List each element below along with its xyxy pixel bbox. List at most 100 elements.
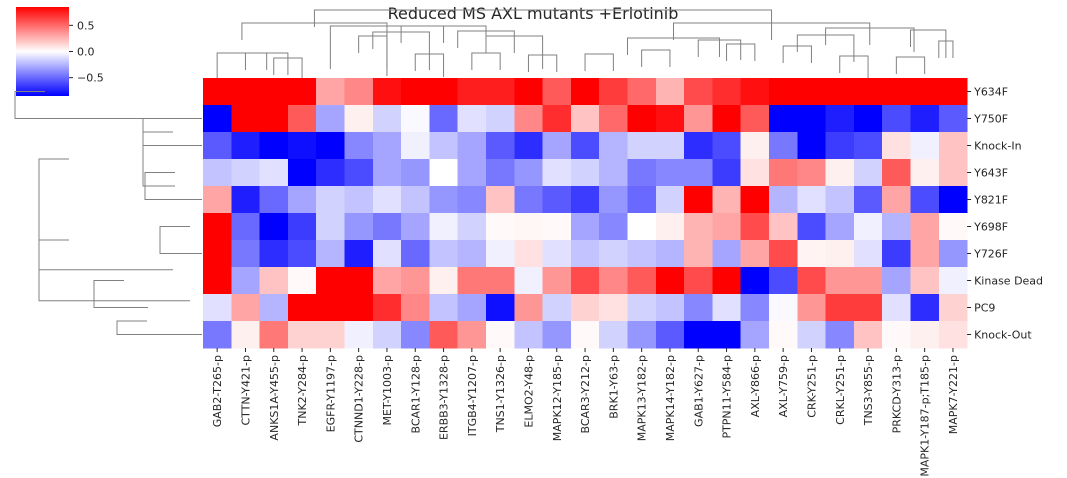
heatmap-cell bbox=[599, 294, 629, 322]
heatmap-cell bbox=[429, 159, 459, 187]
heatmap-cell bbox=[655, 294, 685, 322]
heatmap-cell bbox=[316, 186, 346, 214]
heatmap-cell bbox=[769, 213, 798, 241]
heatmap-cell bbox=[825, 132, 855, 160]
heatmap-cell bbox=[316, 132, 346, 160]
heatmap-cell bbox=[259, 321, 289, 349]
heatmap-cell bbox=[344, 321, 374, 349]
heatmap-cell bbox=[287, 321, 317, 349]
heatmap-cell bbox=[910, 321, 940, 349]
heatmap-cell bbox=[769, 186, 798, 214]
colorbar-gradient bbox=[16, 7, 69, 96]
heatmap-cell bbox=[514, 78, 544, 106]
heatmap-cell bbox=[570, 186, 600, 214]
heatmap-cell bbox=[825, 294, 855, 322]
heatmap-cell bbox=[910, 267, 940, 295]
heatmap-cell bbox=[797, 294, 827, 322]
heatmap-cell bbox=[401, 321, 430, 349]
heatmap-cell bbox=[344, 213, 374, 241]
heatmap-cell bbox=[599, 78, 629, 106]
heatmap-cell bbox=[910, 159, 940, 187]
heatmap-cell bbox=[287, 132, 317, 160]
heatmap-cell bbox=[825, 105, 855, 133]
heatmap-cell bbox=[457, 186, 487, 214]
heatmap-cell bbox=[542, 78, 572, 106]
heatmap-cell bbox=[542, 321, 572, 349]
heatmap-cell bbox=[542, 105, 572, 133]
heatmap-cell bbox=[684, 213, 713, 241]
row-label: Y726F bbox=[973, 248, 1008, 261]
heatmap-cell bbox=[570, 267, 600, 295]
column-label: GAB2-T265-p bbox=[211, 355, 224, 427]
heatmap-cell bbox=[542, 132, 572, 160]
chart-title: Reduced MS AXL mutants +Erlotinib bbox=[388, 4, 679, 23]
heatmap-cell bbox=[401, 240, 430, 268]
heatmap-cell bbox=[825, 213, 855, 241]
column-label: CTNND1-Y228-p bbox=[353, 355, 366, 443]
heatmap-cell bbox=[882, 159, 912, 187]
heatmap-cell bbox=[203, 132, 232, 160]
heatmap-cell bbox=[882, 267, 912, 295]
heatmap-cell bbox=[259, 240, 289, 268]
heatmap-cell bbox=[372, 132, 402, 160]
heatmap-cell bbox=[882, 240, 912, 268]
heatmap-cell bbox=[627, 213, 657, 241]
heatmap-cell bbox=[769, 267, 798, 295]
heatmap-cell bbox=[203, 267, 232, 295]
heatmap-cell bbox=[401, 132, 430, 160]
column-dendrogram-link bbox=[216, 52, 268, 79]
heatmap-cell bbox=[429, 78, 459, 106]
heatmap-cell bbox=[344, 294, 374, 322]
heatmap-cell bbox=[910, 240, 940, 268]
heatmap-cell bbox=[344, 105, 374, 133]
heatmap-cell bbox=[627, 321, 657, 349]
heatmap-cell bbox=[825, 321, 855, 349]
heatmap-cell bbox=[627, 294, 657, 322]
row-dendrogram-link bbox=[38, 239, 190, 302]
colorbar-tick-label: 0.0 bbox=[77, 46, 95, 59]
heatmap-cell bbox=[599, 267, 629, 295]
heatmap-cell bbox=[712, 78, 742, 106]
heatmap-cell bbox=[542, 240, 572, 268]
heatmap-cell bbox=[599, 240, 629, 268]
heatmap-cell bbox=[712, 294, 742, 322]
row-dendrogram bbox=[14, 91, 202, 335]
heatmap-cell bbox=[740, 105, 770, 133]
heatmap-cell bbox=[514, 240, 544, 268]
column-dendrogram-link bbox=[641, 49, 671, 67]
heatmap-cell bbox=[570, 321, 600, 349]
heatmap-cell bbox=[372, 78, 402, 106]
heatmap-cell bbox=[372, 321, 402, 349]
heatmap-cell bbox=[740, 78, 770, 106]
heatmap-cell bbox=[259, 213, 289, 241]
heatmap-cell bbox=[853, 294, 883, 322]
row-label: Kinase Dead bbox=[974, 275, 1043, 288]
heatmap-cell bbox=[882, 78, 912, 106]
heatmap-cell bbox=[231, 159, 261, 187]
heatmap-cell bbox=[769, 321, 798, 349]
heatmap-cell bbox=[882, 294, 912, 322]
heatmap-cell bbox=[655, 78, 685, 106]
heatmap-cell bbox=[316, 213, 346, 241]
heatmap-cell bbox=[684, 294, 713, 322]
heatmap-cell bbox=[712, 132, 742, 160]
heatmap-cell bbox=[684, 240, 713, 268]
heatmap-cell bbox=[429, 321, 459, 349]
heatmap-cell bbox=[542, 294, 572, 322]
heatmap-cell bbox=[740, 294, 770, 322]
heatmap-cell bbox=[684, 267, 713, 295]
heatmap-cell bbox=[287, 159, 317, 187]
heatmap-cell bbox=[627, 132, 657, 160]
heatmap-cell bbox=[684, 78, 713, 106]
heatmap-cell bbox=[853, 240, 883, 268]
heatmap-cell bbox=[599, 132, 629, 160]
heatmap-cell bbox=[910, 294, 940, 322]
row-dendrogram-link bbox=[116, 320, 202, 335]
heatmap-cell bbox=[938, 267, 968, 295]
heatmap-cell bbox=[938, 240, 968, 268]
heatmap-cell bbox=[797, 267, 827, 295]
heatmap-cell bbox=[570, 105, 600, 133]
colorbar-tick-label: 0.5 bbox=[77, 19, 95, 32]
column-label: CRKL-Y251-p bbox=[834, 355, 847, 425]
column-label: ITGB4-Y1207-p bbox=[466, 355, 479, 436]
